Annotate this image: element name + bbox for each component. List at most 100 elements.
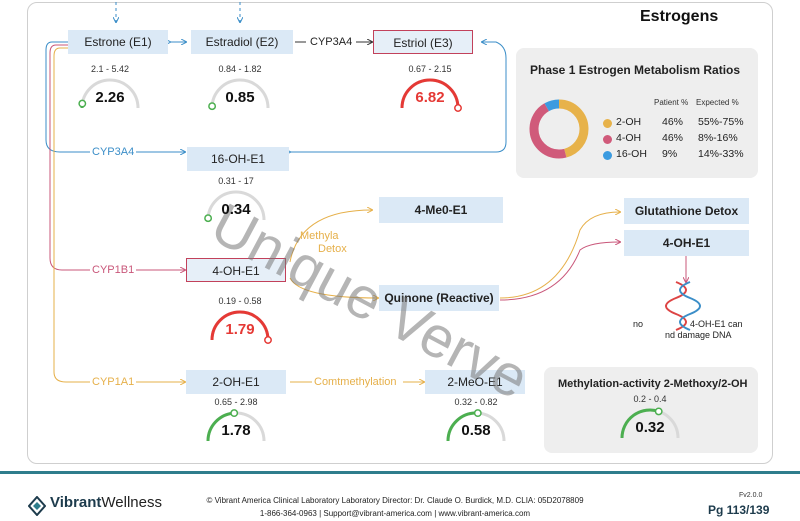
- gauge-range-estriol: 0.67 - 2.15: [408, 64, 452, 74]
- label-detox: Detox: [318, 243, 347, 255]
- ratio-patient-4-oh: 46%: [662, 132, 684, 144]
- gauge-range-oh4: 0.19 - 0.58: [218, 296, 262, 306]
- footer-version: Fv2.0.0: [739, 492, 763, 499]
- ratio-dot-4-oh: [603, 135, 612, 144]
- gauge-range-me2: 0.32 - 0.82: [454, 397, 498, 407]
- label-methyla: Methyla: [300, 230, 339, 242]
- gauge-arc-estriol: [400, 78, 462, 112]
- gauge-marker-estrone: [78, 99, 87, 108]
- ratio-head-expected: Expected %: [696, 98, 739, 107]
- dna-strand-b: [679, 281, 701, 331]
- label-cyp1a1: CYP1A1: [90, 376, 137, 388]
- label-cyp3a4-top: CYP3A4: [310, 36, 353, 48]
- donut-slice-16-oh: [529, 99, 589, 159]
- logo-bold: Vibrant: [50, 494, 102, 511]
- cyp1b1-branch: [49, 44, 185, 270]
- node-2-oh-e1: 2-OH-E1: [186, 370, 286, 394]
- ratio-dot-16-oh: [603, 151, 612, 160]
- quinone-to-glutathione: [499, 212, 620, 299]
- gauge-value-methylation: 0.32: [635, 419, 665, 436]
- gauge-arc-oh16: [204, 190, 266, 223]
- node-quinone: Quinone (Reactive): [379, 285, 499, 311]
- gauge-track-oh16: [206, 190, 266, 221]
- gauge-value-oh2: 1.78: [221, 422, 251, 439]
- ratio-expected-2-oh: 55%-75%: [698, 116, 744, 128]
- ratio-name-16-oh: 16-OH: [616, 148, 647, 160]
- dna-strand-a: [665, 281, 687, 331]
- gauge-marker-methylation: [654, 407, 663, 416]
- gauge-fill-oh4: [210, 310, 270, 341]
- gauge-value-oh4: 1.79: [225, 321, 255, 338]
- label-cyp3a4-left: CYP3A4: [90, 146, 137, 158]
- ratio-patient-2-oh: 46%: [662, 116, 684, 128]
- node-estrone: Estrone (E1): [68, 30, 168, 54]
- gauge-arc-methylation: [620, 407, 680, 439]
- gauge-fill-me2: [446, 411, 478, 442]
- gauge-range-estrone: 2.1 - 5.42: [90, 64, 130, 74]
- ratio-head-patient: Patient %: [654, 98, 689, 107]
- estriol-return: [482, 42, 507, 153]
- node-16-oh-e1: 16-OH-E1: [187, 147, 289, 171]
- footer-line-2: 1-866-364-0963 | Support@vibrant-america…: [259, 509, 531, 518]
- label-comtmethylation: Comtmethylation: [314, 376, 397, 388]
- ratio-name-4-oh: 4-OH: [616, 132, 642, 144]
- gauge-arc-estrone: [78, 78, 140, 109]
- gauge-marker-oh2: [230, 409, 239, 418]
- gauge-marker-oh4: [264, 336, 272, 344]
- ratios-title: Phase 1 Estrogen Metabolism Ratios: [530, 63, 741, 77]
- gauge-track-estradiol: [210, 78, 270, 109]
- label-cyp1b1: CYP1B1: [90, 264, 137, 276]
- ratio-name-2-oh: 2-OH: [616, 116, 642, 128]
- gauge-marker-estradiol: [208, 102, 217, 111]
- node-4-oh-e1: 4-OH-E1: [186, 258, 286, 282]
- node-4-oh-e1-right: 4-OH-E1: [624, 230, 749, 256]
- ratio-patient-16-oh: 9%: [662, 148, 678, 160]
- ratios-donut: [529, 99, 589, 159]
- gauge-value-estrone: 2.26: [95, 89, 125, 106]
- dna-note-3: nd damage DNA: [665, 330, 732, 340]
- gauge-fill-estriol: [400, 78, 460, 109]
- ratio-expected-16-oh: 14%-33%: [698, 148, 744, 160]
- gauge-range-estradiol: 0.84 - 1.82: [218, 64, 262, 74]
- gauge-marker-me2: [473, 409, 482, 418]
- footer-logo: VibrantWellness: [50, 494, 162, 511]
- node-4-meo-e1: 4-Me0-E1: [379, 197, 503, 223]
- dna-note-1: no: [633, 319, 644, 329]
- methylation-title: Methylation-activity 2-Methoxy/2-OH: [558, 378, 748, 390]
- gauge-range-oh16: 0.31 - 17: [218, 176, 254, 186]
- oh4-to-me4: [289, 210, 372, 263]
- gauge-arc-oh4: [210, 310, 272, 344]
- ratio-expected-4-oh: 8%-16%: [698, 132, 738, 144]
- footer-divider: [0, 471, 800, 474]
- ratio-dot-2-oh: [603, 119, 612, 128]
- page-number: Pg 113/139: [708, 503, 770, 517]
- gauge-range-methylation: 0.2 - 0.4: [633, 394, 667, 404]
- page-title: Estrogens: [640, 8, 719, 25]
- gauge-range-oh2: 0.65 - 2.98: [214, 397, 258, 407]
- gauge-fill-methylation: [620, 408, 660, 439]
- logo-rest: Wellness: [101, 494, 162, 511]
- gauge-arc-estradiol: [208, 78, 270, 111]
- quinone-to-dna: [499, 242, 620, 301]
- cyp1a1-branch: [53, 47, 185, 382]
- dna-note-2: 4-OH-E1 can: [690, 319, 743, 329]
- footer-line-1: © Vibrant America Clinical Laboratory La…: [206, 496, 584, 505]
- gauge-fill-oh2: [206, 411, 235, 442]
- gauge-value-me2: 0.58: [461, 422, 491, 439]
- gauge-arc-me2: [446, 409, 506, 442]
- oh4-to-quinone: [289, 277, 378, 298]
- vibrant-logo-icon: [28, 496, 46, 516]
- node-estriol: Estriol (E3): [373, 30, 473, 54]
- gauge-value-estradiol: 0.85: [225, 89, 255, 106]
- gauge-marker-oh16: [204, 214, 213, 223]
- node-estradiol: Estradiol (E2): [191, 30, 293, 54]
- donut-slice-4-oh: [529, 99, 589, 159]
- gauge-track-estrone: [80, 78, 140, 109]
- node-glutathione: Glutathione Detox: [624, 198, 749, 224]
- gauge-arc-oh2: [206, 409, 266, 442]
- gauge-value-oh16: 0.34: [221, 201, 251, 218]
- gauge-marker-estriol: [454, 104, 462, 112]
- node-2-meo-e1: 2-MeO-E1: [425, 370, 525, 394]
- gauge-value-estriol: 6.82: [415, 89, 445, 106]
